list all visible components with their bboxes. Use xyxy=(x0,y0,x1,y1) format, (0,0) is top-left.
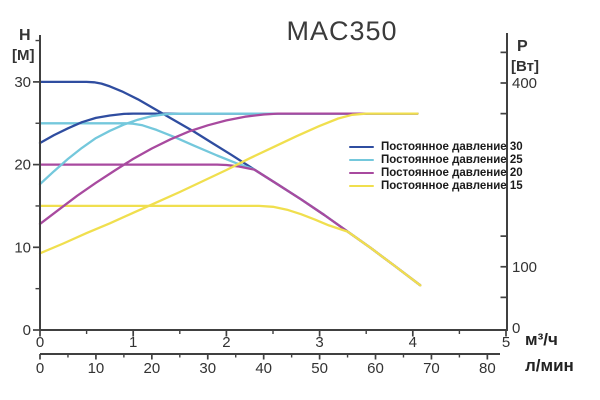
right-axis-tick-label: 100 xyxy=(512,259,537,276)
x-axis-m3h-tick-label: 0 xyxy=(36,334,44,351)
left-axis-tick-label: 20 xyxy=(14,157,31,174)
x-axis-lmin-tick-label: 60 xyxy=(367,360,384,377)
power-curve xyxy=(38,112,419,255)
x-axis-lmin-tick-label: 30 xyxy=(199,360,216,377)
x-axis-m3h-tick-label: 5 xyxy=(502,334,510,351)
x-axis-unit-lmin: л/мин xyxy=(525,356,574,375)
x-axis-lmin-tick-label: 0 xyxy=(36,360,44,377)
left-axis-name: H xyxy=(19,27,31,44)
legend-item: Постоянное давление 30 xyxy=(349,141,523,153)
chart-title: MAC350 xyxy=(286,16,398,46)
left-axis-tick-label: 0 xyxy=(23,322,31,339)
right-axis-tick-label: 400 xyxy=(512,75,537,92)
legend-label: Постоянное давление 25 xyxy=(381,154,523,166)
x-axis-m3h-tick-label: 1 xyxy=(129,334,137,351)
right-axis-name: P xyxy=(517,38,528,55)
x-axis-m3h-tick-label: 2 xyxy=(222,334,230,351)
x-axis-lmin-tick-label: 20 xyxy=(143,360,160,377)
legend-item: Постоянное давление 25 xyxy=(349,154,523,166)
head-curve xyxy=(38,204,422,287)
legend-label: Постоянное давление 15 xyxy=(381,180,523,192)
x-axis-m3h-tick-label: 4 xyxy=(409,334,417,351)
x-axis-lmin-tick-label: 70 xyxy=(423,360,440,377)
legend-item: Постоянное давление 15 xyxy=(349,180,523,192)
legend-swatch-magenta xyxy=(349,171,374,175)
x-axis-unit-m3h: м³/ч xyxy=(525,330,558,349)
legend-swatch-yellow xyxy=(349,184,374,188)
legend: Постоянное давление 30 Постоянное давлен… xyxy=(349,141,523,192)
power-curve xyxy=(38,112,419,145)
x-axis-lmin-tick-label: 10 xyxy=(88,360,105,377)
legend-label: Постоянное давление 20 xyxy=(381,167,523,179)
legend-swatch-blue xyxy=(349,145,374,149)
left-axis-unit: [М] xyxy=(12,47,35,64)
legend-swatch-cyan xyxy=(349,158,374,162)
legend-label: Постоянное давление 30 xyxy=(381,141,523,153)
legend-item: Постоянное давление 20 xyxy=(349,167,523,179)
power-curve xyxy=(38,112,419,226)
x-axis-lmin-tick-label: 80 xyxy=(479,360,496,377)
left-axis-tick-label: 10 xyxy=(14,239,31,256)
x-axis-lmin-tick-label: 50 xyxy=(311,360,328,377)
right-axis-unit: [Вт] xyxy=(511,58,539,75)
power-curve xyxy=(38,112,419,186)
x-axis-m3h-tick-label: 3 xyxy=(315,334,323,351)
right-axis-zero-label: 0 xyxy=(512,320,520,337)
left-axis-tick-label: 30 xyxy=(14,74,31,91)
x-axis-lmin-tick-label: 40 xyxy=(255,360,272,377)
